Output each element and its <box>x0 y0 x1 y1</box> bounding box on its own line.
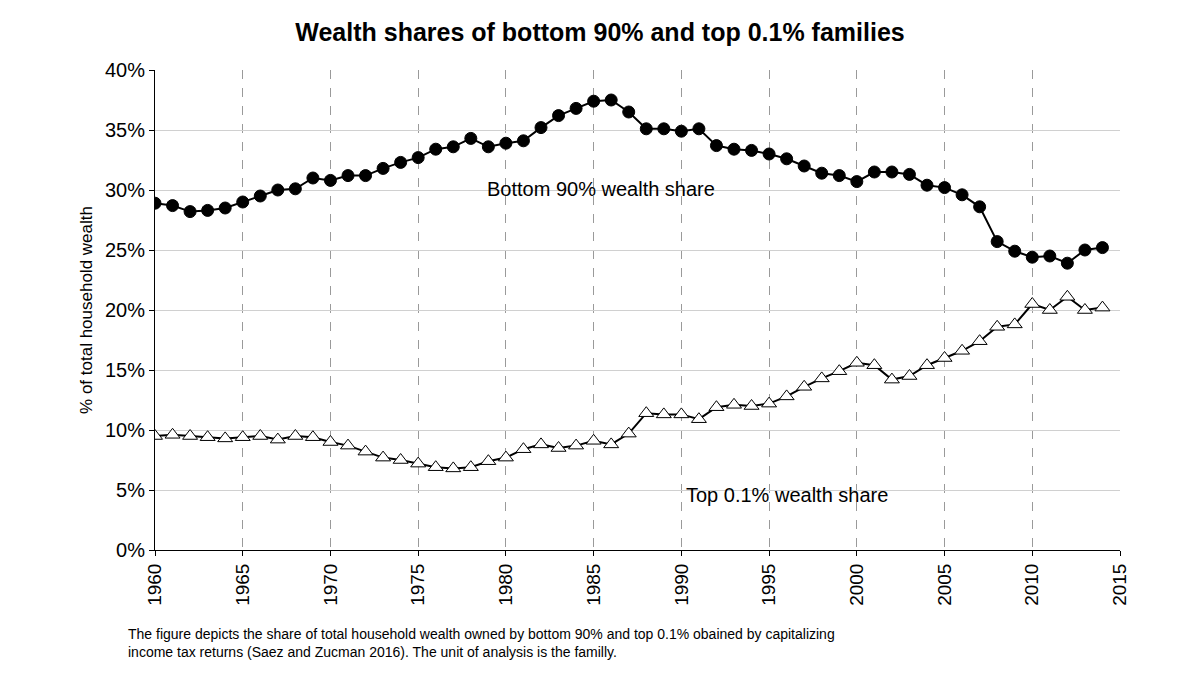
svg-text:35%: 35% <box>105 119 145 141</box>
svg-text:Top 0.1% wealth share: Top 0.1% wealth share <box>686 484 888 506</box>
svg-text:1995: 1995 <box>758 564 779 606</box>
svg-text:2000: 2000 <box>846 564 867 606</box>
svg-text:5%: 5% <box>116 479 145 501</box>
svg-text:1965: 1965 <box>232 564 253 606</box>
svg-text:2005: 2005 <box>934 564 955 606</box>
svg-text:2010: 2010 <box>1021 564 1042 606</box>
svg-text:1970: 1970 <box>320 564 341 606</box>
svg-text:10%: 10% <box>105 419 145 441</box>
svg-text:40%: 40% <box>105 59 145 81</box>
svg-text:1985: 1985 <box>583 564 604 606</box>
svg-text:The figure depicts the share o: The figure depicts the share of total ho… <box>128 626 835 660</box>
svg-text:2015: 2015 <box>1109 564 1130 606</box>
svg-text:% of total household wealth: % of total household wealth <box>77 206 96 414</box>
svg-text:30%: 30% <box>105 179 145 201</box>
svg-text:1975: 1975 <box>407 564 428 606</box>
svg-text:1960: 1960 <box>144 564 165 606</box>
svg-text:25%: 25% <box>105 239 145 261</box>
svg-text:1990: 1990 <box>671 564 692 606</box>
svg-text:0%: 0% <box>116 539 145 561</box>
svg-text:Wealth shares of bottom 90% an: Wealth shares of bottom 90% and top 0.1%… <box>295 18 904 46</box>
svg-text:1980: 1980 <box>495 564 516 606</box>
svg-text:Bottom 90% wealth share: Bottom 90% wealth share <box>487 178 715 200</box>
svg-text:20%: 20% <box>105 299 145 321</box>
svg-text:15%: 15% <box>105 359 145 381</box>
